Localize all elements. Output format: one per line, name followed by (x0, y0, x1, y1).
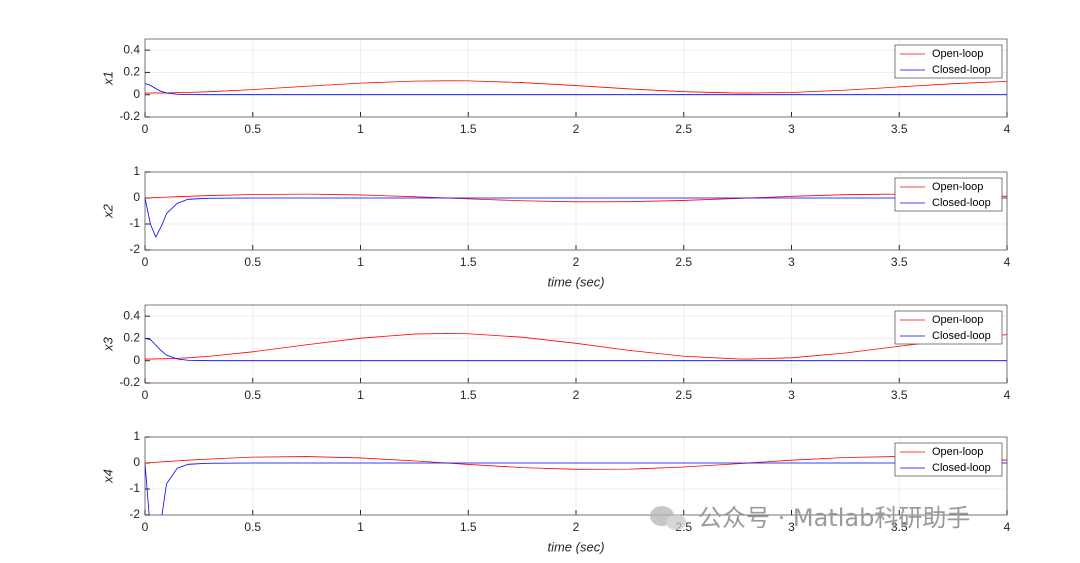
x-tick-label: 3 (788, 122, 795, 136)
x-tick-label: 2 (573, 255, 580, 269)
y-axis-label: x2 (100, 203, 115, 219)
y-tick-label: -2 (129, 507, 140, 521)
x-tick-label: 0 (142, 122, 149, 136)
x-tick-label: 1.5 (460, 388, 477, 402)
y-tick-label: 0.2 (123, 331, 140, 345)
y-tick-label: 0 (133, 87, 140, 101)
x-tick-label: 3.5 (891, 122, 908, 136)
x-tick-label: 4 (1004, 520, 1011, 534)
x-tick-label: 0.5 (244, 388, 261, 402)
x-tick-label: 2.5 (675, 388, 692, 402)
y-tick-label: 0.4 (123, 42, 140, 56)
legend-label: Closed-loop (932, 330, 991, 342)
y-tick-label: 0.4 (123, 308, 140, 322)
legend-label: Closed-loop (932, 64, 991, 76)
watermark: 公众号 · Matlab科研助手 (698, 504, 970, 532)
y-tick-label: 0 (133, 353, 140, 367)
x-tick-label: 3.5 (891, 388, 908, 402)
x-tick-label: 1.5 (460, 122, 477, 136)
series-line (145, 83, 1007, 96)
x-tick-label: 2 (573, 122, 580, 136)
x-tick-label: 0.5 (244, 520, 261, 534)
x-tick-label: 0 (142, 255, 149, 269)
x-tick-label: 3 (788, 520, 795, 534)
axes-box (144, 304, 1008, 384)
legend-label: Open-loop (932, 314, 983, 326)
legend-label: Open-loop (932, 48, 983, 60)
axes-box (144, 171, 1008, 251)
legend-box (894, 177, 1003, 212)
x-tick-label: 0.5 (244, 122, 261, 136)
legend-box (894, 442, 1003, 477)
y-tick-label: 1 (133, 164, 140, 178)
y-tick-label: -0.2 (119, 375, 140, 389)
legend-label: Closed-loop (932, 197, 991, 209)
x-tick-label: 1 (357, 520, 364, 534)
legend-label: Open-loop (932, 446, 983, 458)
x-tick-label: 1.5 (460, 520, 477, 534)
series-line (145, 197, 1007, 238)
x-tick-label: 1 (357, 255, 364, 269)
x-tick-label: 2.5 (675, 255, 692, 269)
x-tick-label: 1 (357, 388, 364, 402)
legend-box (894, 310, 1003, 345)
y-tick-label: -0.2 (119, 109, 140, 123)
series-line (145, 333, 1007, 360)
x-tick-label: 3 (788, 388, 795, 402)
x-tick-label: 1.5 (460, 255, 477, 269)
y-tick-label: 0.2 (123, 65, 140, 79)
x-tick-label: 4 (1004, 388, 1011, 402)
legend-label: Closed-loop (932, 462, 991, 474)
x-tick-label: 4 (1004, 122, 1011, 136)
x-axis-label: time (sec) (547, 274, 604, 289)
x-tick-label: 0 (142, 520, 149, 534)
x-tick-label: 3 (788, 255, 795, 269)
x-tick-label: 0.5 (244, 255, 261, 269)
subplot: 0 0.5 1 1.5 2 2.5 3 3.5 4-0.200.20.4x1Open-loopC… (100, 38, 1011, 136)
x-tick-label: 2 (573, 520, 580, 534)
x-tick-label: 4 (1004, 255, 1011, 269)
subplot: 0 0.5 1 1.5 2 2.5 3 3.5 4 -2 -1 0 1 x2 time (sec) Open-… (100, 164, 1010, 289)
series-line (145, 338, 1007, 362)
x-tick-label: 2 (573, 388, 580, 402)
x-axis-label: time (sec) (547, 539, 604, 554)
y-axis-label: x1 (100, 71, 115, 86)
y-tick-label: -1 (129, 216, 140, 230)
x-tick-label: 3.5 (891, 520, 908, 534)
y-tick-label: 0 (133, 190, 140, 204)
axes-box (144, 436, 1008, 516)
legend-box (894, 44, 1003, 79)
x-tick-label: 2.5 (675, 122, 692, 136)
y-tick-label: 1 (133, 429, 140, 443)
series-line (145, 462, 1007, 515)
watermark-icon (650, 506, 686, 530)
x-tick-label: 1 (357, 122, 364, 136)
y-axis-label: x4 (100, 469, 115, 484)
x-tick-label: 0 (142, 388, 149, 402)
subplot: 0 0.5 1 1.5 2 2.5 3 3.5 4-0.200.20.4x3Open-loopC… (100, 304, 1011, 402)
axes-box (144, 38, 1008, 118)
legend-label: Open-loop (932, 181, 983, 193)
y-axis-label: x3 (100, 336, 115, 352)
y-tick-label: -2 (129, 242, 140, 256)
x-tick-label: 3.5 (891, 255, 908, 269)
y-tick-label: 0 (133, 455, 140, 469)
y-tick-label: -1 (129, 481, 140, 495)
